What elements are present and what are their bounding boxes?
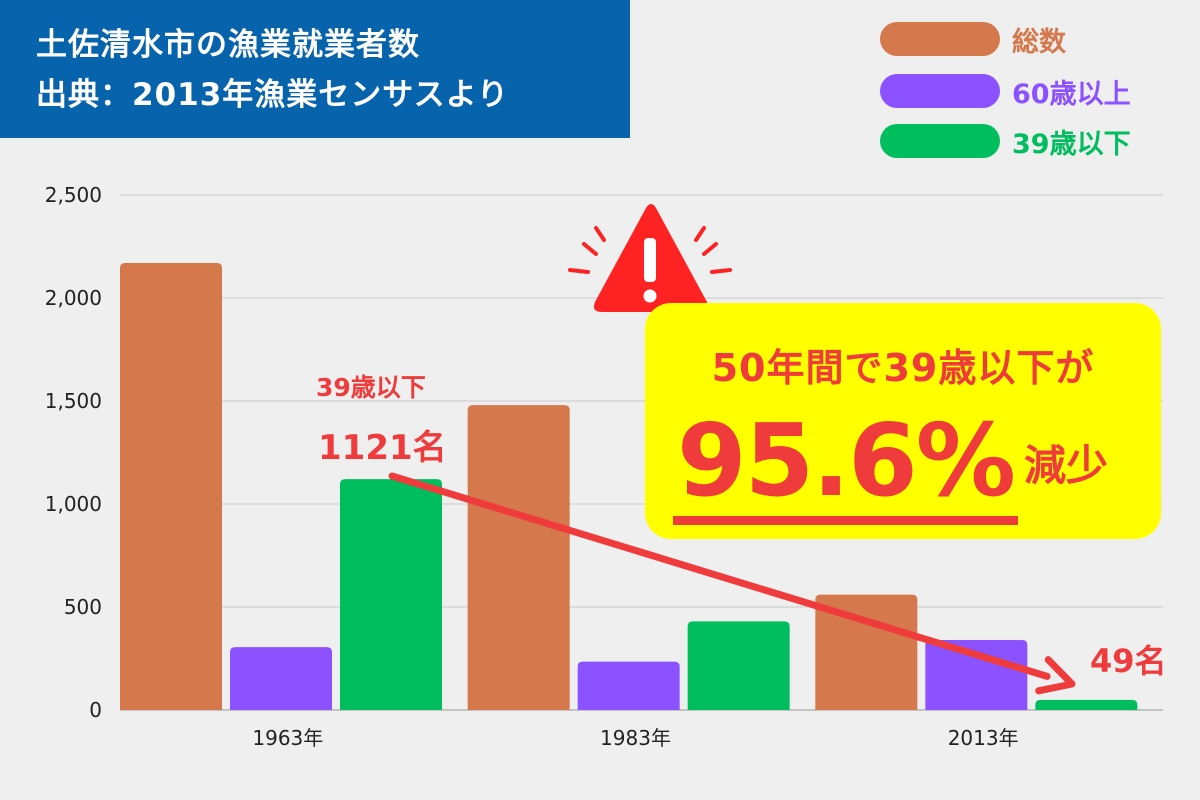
legend-item-young: 39歳以下: [880, 124, 1131, 160]
y-tick-label: 1,000: [45, 492, 102, 516]
bar: [1035, 699, 1138, 710]
bar: [687, 621, 790, 710]
callout-headline: 50年間で39歳以下が: [711, 346, 1095, 390]
chart-source: 出典：2013年漁業センサスより: [36, 77, 510, 113]
warning-ray: [702, 242, 718, 256]
warning-ray: [594, 226, 606, 242]
warning-ray: [568, 268, 590, 274]
callout-suffix: 減少: [1023, 441, 1108, 490]
annotation-start-line2: 1121名: [318, 428, 447, 468]
bar: [925, 639, 1028, 710]
bar: [815, 594, 918, 710]
warning-exclamation-bar: [644, 238, 656, 282]
annotation-end: 49名: [1090, 642, 1167, 680]
legend-swatch-young: [880, 124, 1000, 158]
legend-label-total: 総数: [1012, 26, 1066, 58]
bar: [467, 405, 570, 710]
warning-exclamation-dot: [643, 289, 657, 303]
callout-percent: 95.6%: [673, 406, 1018, 525]
x-tick-label: 1983年: [600, 726, 671, 750]
bar: [230, 647, 332, 710]
callout-stat: 95.6% 減少: [673, 395, 1108, 525]
legend-swatch-senior: [880, 74, 1000, 108]
trend-arrow-head: [1035, 656, 1076, 695]
chart-title: 土佐清水市の漁業就業者数: [36, 27, 420, 63]
y-tick-label: 500: [64, 595, 102, 619]
bar: [120, 262, 222, 710]
legend-label-young: 39歳以下: [1012, 128, 1131, 160]
trend-arrow-line: [388, 472, 1051, 680]
callout-box: 50年間で39歳以下が 95.6% 減少: [645, 303, 1161, 539]
title-box: 土佐清水市の漁業就業者数 出典：2013年漁業センサスより: [0, 0, 630, 138]
warning-ray: [582, 242, 598, 256]
x-tick-label: 2013年: [948, 726, 1019, 750]
legend-item-senior: 60歳以上: [880, 74, 1131, 110]
warning-ray: [694, 226, 706, 242]
y-tick-label: 2,000: [45, 286, 102, 310]
legend-label-senior: 60歳以上: [1012, 78, 1131, 110]
legend-swatch-total: [880, 22, 1000, 56]
y-tick-label: 2,500: [45, 183, 102, 207]
y-tick-label: 0: [89, 698, 102, 722]
y-tick-label: 1,500: [45, 389, 102, 413]
bar: [340, 479, 442, 710]
legend-item-total: 総数: [880, 22, 1066, 58]
warning-ray: [710, 268, 732, 274]
bar: [577, 661, 680, 710]
x-tick-label: 1963年: [252, 726, 323, 750]
annotation-start-line1: 39歳以下: [316, 373, 426, 402]
